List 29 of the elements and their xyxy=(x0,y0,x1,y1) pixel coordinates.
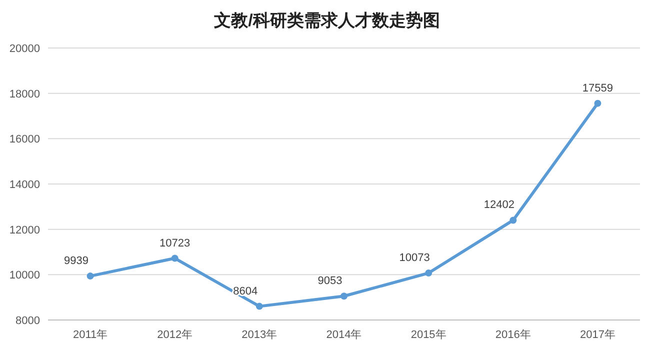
data-label: 9053 xyxy=(318,275,342,288)
data-label: 17559 xyxy=(582,82,614,94)
data-label: 9939 xyxy=(64,255,89,268)
data-label: 10723 xyxy=(160,237,190,250)
data-label: 12402 xyxy=(484,199,514,212)
y-tick-label: 12000 xyxy=(9,224,40,236)
data-label: 10073 xyxy=(399,252,430,264)
y-tick-label: 16000 xyxy=(9,134,40,146)
y-tick-label: 14000 xyxy=(9,179,40,191)
y-tick-label: 8000 xyxy=(16,315,40,327)
chart-title: 文教/科研类需求人才数走势图 xyxy=(213,11,440,30)
data-label: 8604 xyxy=(233,285,258,298)
x-tick-label: 2012年 xyxy=(157,329,193,341)
x-tick-label: 2016年 xyxy=(495,329,531,341)
point xyxy=(510,216,517,224)
x-tick-label: 2011年 xyxy=(72,329,108,341)
x-tick-label: 2013年 xyxy=(242,329,278,341)
y-tick-label: 10000 xyxy=(9,270,40,282)
x-tick-label: 2015年 xyxy=(410,329,446,341)
y-tick-label: 18000 xyxy=(9,88,40,100)
x-tick-label: 2017年 xyxy=(580,329,616,341)
point xyxy=(171,254,178,262)
point xyxy=(256,302,263,310)
point xyxy=(594,100,602,107)
y-tick-label: 20000 xyxy=(9,43,40,55)
x-tick-label: 2014年 xyxy=(326,329,362,341)
point xyxy=(425,270,432,277)
point xyxy=(86,272,94,280)
point xyxy=(340,292,348,300)
